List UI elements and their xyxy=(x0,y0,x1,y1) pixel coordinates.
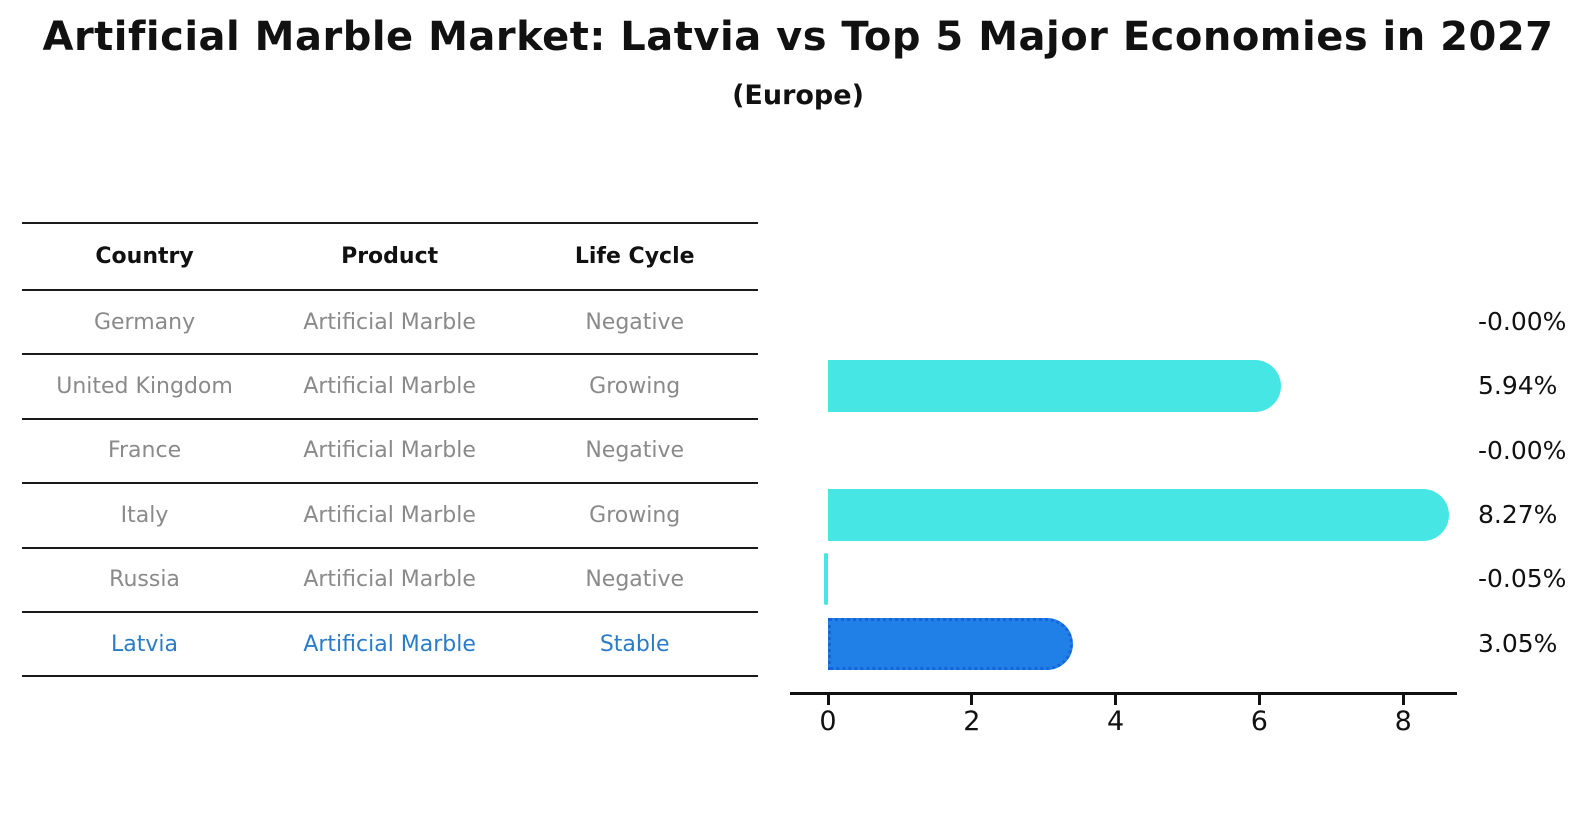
cell-product: Artificial Marble xyxy=(303,309,476,335)
cell-life-cycle: Growing xyxy=(589,502,681,528)
bar-value-label-italy: 8.27% xyxy=(1478,499,1558,529)
cell-product: Artificial Marble xyxy=(303,567,476,593)
table-row-italy: Italy Artificial Marble Growing xyxy=(22,484,758,549)
bar-value-label-germany: -0.00% xyxy=(1478,307,1567,336)
cell-life-cycle: Negative xyxy=(585,567,685,593)
cell-product: Artificial Marble xyxy=(303,438,476,464)
chart-subtitle: (Europe) xyxy=(732,80,864,111)
bar-value-label-russia: -0.05% xyxy=(1478,564,1567,594)
cell-country: Germany xyxy=(93,309,196,335)
x-tick-label-0: 0 xyxy=(819,706,837,737)
x-tick-label-4: 4 xyxy=(1107,706,1125,737)
table-header-product: Product xyxy=(341,244,439,269)
x-tick-6 xyxy=(1257,695,1261,705)
cell-life-cycle: Negative xyxy=(585,309,685,335)
cell-product: Artificial Marble xyxy=(303,374,476,400)
table-header-life-cycle: Life Cycle xyxy=(574,244,695,269)
x-tick-label-2: 2 xyxy=(963,706,981,737)
cell-life-cycle: Growing xyxy=(589,374,681,400)
cell-product: Artificial Marble xyxy=(303,631,476,657)
bar-italy xyxy=(828,488,1449,541)
table-header-row: Country Product Life Cycle xyxy=(22,224,758,291)
table-header-country: Country xyxy=(95,244,194,269)
cell-life-cycle: Negative xyxy=(585,438,685,464)
bar-value-label-france: -0.00% xyxy=(1478,435,1567,465)
table-row-united-kingdom: United Kingdom Artificial Marble Growing xyxy=(22,355,758,420)
cell-product: Artificial Marble xyxy=(303,502,476,528)
bar-value-label-united-kingdom: 5.94% xyxy=(1478,371,1558,401)
bar-united-kingdom xyxy=(828,360,1282,413)
x-tick-8 xyxy=(1401,695,1405,705)
table-row-latvia: Latvia Artificial Marble Stable xyxy=(22,613,758,678)
cell-country: Latvia xyxy=(111,631,179,657)
x-tick-0 xyxy=(826,695,830,705)
x-tick-2 xyxy=(970,695,974,705)
bar-russia xyxy=(824,553,828,606)
cell-country: Italy xyxy=(120,502,169,528)
cell-country: United Kingdom xyxy=(56,374,233,400)
x-axis-line xyxy=(790,692,1457,695)
bar-latvia xyxy=(828,617,1074,670)
cell-life-cycle: Stable xyxy=(599,631,670,657)
table-row-russia: Russia Artificial Marble Negative xyxy=(22,549,758,613)
cell-country: France xyxy=(107,438,182,464)
comparison-table: Country Product Life Cycle Germany Artificia… xyxy=(22,222,758,678)
table-row-france: France Artificial Marble Negative xyxy=(22,420,758,485)
table-row-germany: Germany Artificial Marble Negative xyxy=(22,291,758,356)
x-tick-4 xyxy=(1114,695,1118,705)
x-tick-label-8: 8 xyxy=(1394,706,1412,737)
cell-country: Russia xyxy=(109,567,180,593)
x-tick-label-6: 6 xyxy=(1250,706,1268,737)
bar-value-label-latvia: 3.05% xyxy=(1478,628,1558,658)
chart-title: Artificial Marble Market: Latvia vs Top … xyxy=(42,14,1554,60)
